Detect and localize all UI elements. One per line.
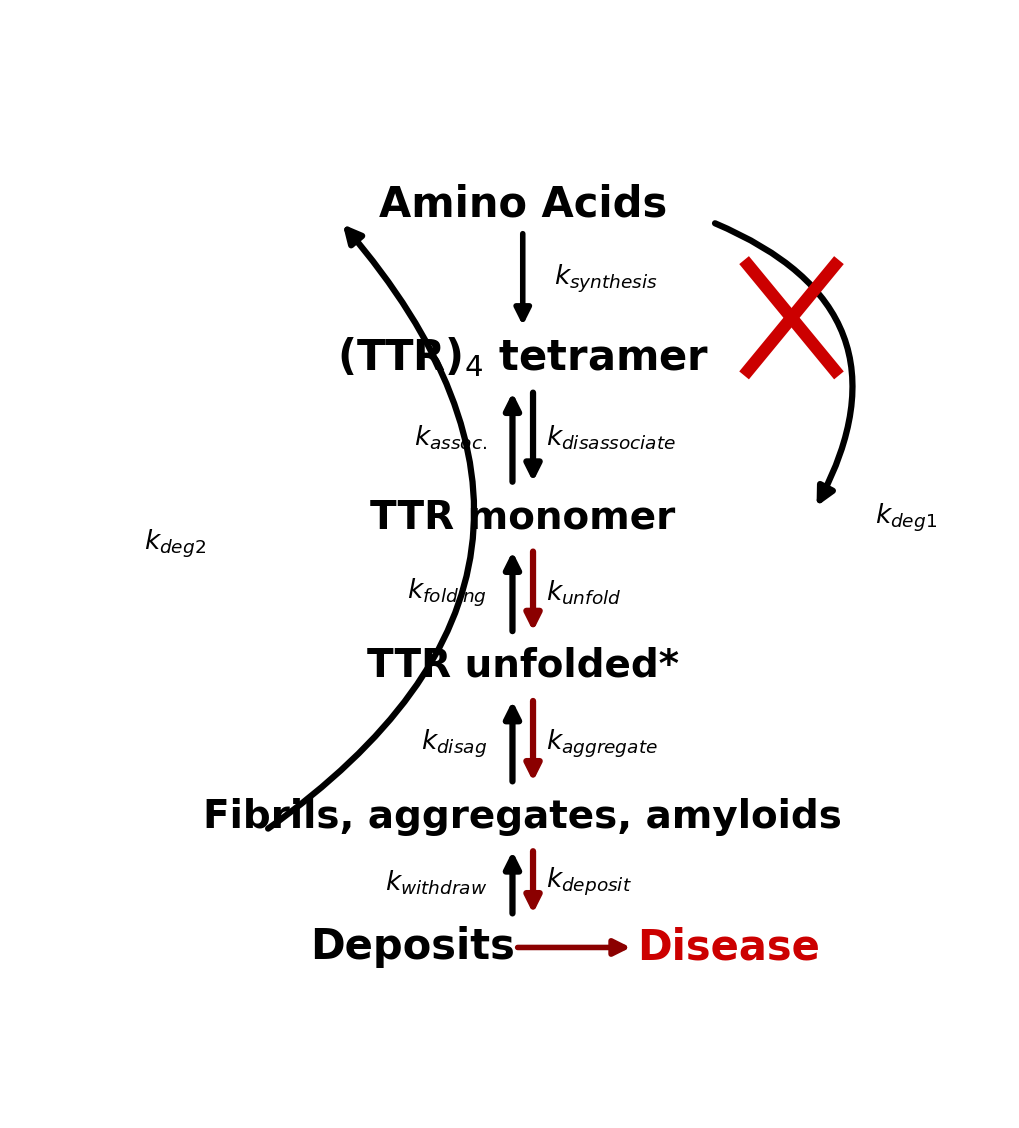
Text: $k_{withdraw}$: $k_{withdraw}$ bbox=[384, 869, 487, 897]
Text: $k_{unfold}$: $k_{unfold}$ bbox=[546, 579, 622, 607]
Text: (TTR)$_4$ tetramer: (TTR)$_4$ tetramer bbox=[336, 335, 708, 379]
Text: $k_{deg1}$: $k_{deg1}$ bbox=[873, 501, 935, 534]
Text: TTR unfolded*: TTR unfolded* bbox=[367, 646, 678, 685]
Text: $k_{folding}$: $k_{folding}$ bbox=[407, 576, 487, 609]
Text: Fibrils, aggregates, amyloids: Fibrils, aggregates, amyloids bbox=[203, 799, 842, 836]
Text: $k_{disag}$: $k_{disag}$ bbox=[421, 728, 487, 759]
Text: $k_{deg2}$: $k_{deg2}$ bbox=[144, 528, 206, 559]
FancyArrowPatch shape bbox=[714, 223, 852, 500]
Text: $k_{deposit}$: $k_{deposit}$ bbox=[546, 866, 632, 899]
Text: Amino Acids: Amino Acids bbox=[378, 184, 666, 226]
Text: Disease: Disease bbox=[636, 926, 819, 969]
Text: $k_{synthesis}$: $k_{synthesis}$ bbox=[554, 263, 657, 294]
Text: TTR monomer: TTR monomer bbox=[370, 499, 675, 537]
FancyArrowPatch shape bbox=[268, 230, 474, 829]
Text: $k_{disassociate}$: $k_{disassociate}$ bbox=[546, 423, 676, 452]
Text: Deposits: Deposits bbox=[310, 926, 514, 969]
Text: $k_{assoc.}$: $k_{assoc.}$ bbox=[414, 423, 487, 452]
Text: $k_{aggregate}$: $k_{aggregate}$ bbox=[546, 728, 657, 759]
